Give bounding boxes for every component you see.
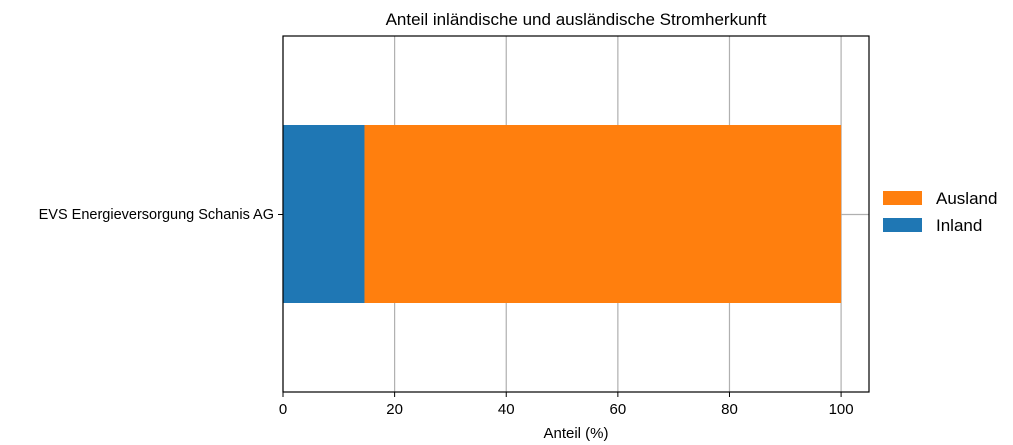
legend-swatch-inland [883, 218, 922, 232]
bar-inland [283, 125, 365, 303]
x-axis-label: Anteil (%) [543, 425, 608, 442]
x-tick-label: 20 [386, 401, 403, 418]
bars [283, 125, 842, 303]
x-tick-label: 40 [498, 401, 515, 418]
legend-label-inland: Inland [936, 216, 982, 235]
y-axis-ticks: EVS Energieversorgung Schanis AG [39, 207, 283, 223]
x-tick-label: 60 [610, 401, 627, 418]
category-label: EVS Energieversorgung Schanis AG [39, 207, 274, 223]
legend-swatch-ausland [883, 191, 922, 205]
chart-title: Anteil inländische und ausländische Stro… [386, 10, 767, 29]
x-tick-label: 100 [829, 401, 854, 418]
legend-label-ausland: Ausland [936, 189, 997, 208]
legend: Ausland Inland [883, 189, 997, 235]
x-tick-label: 0 [279, 401, 287, 418]
x-tick-label: 80 [721, 401, 738, 418]
x-axis-ticks: 0 20 40 60 80 100 [279, 392, 854, 418]
bar-ausland [364, 125, 842, 303]
